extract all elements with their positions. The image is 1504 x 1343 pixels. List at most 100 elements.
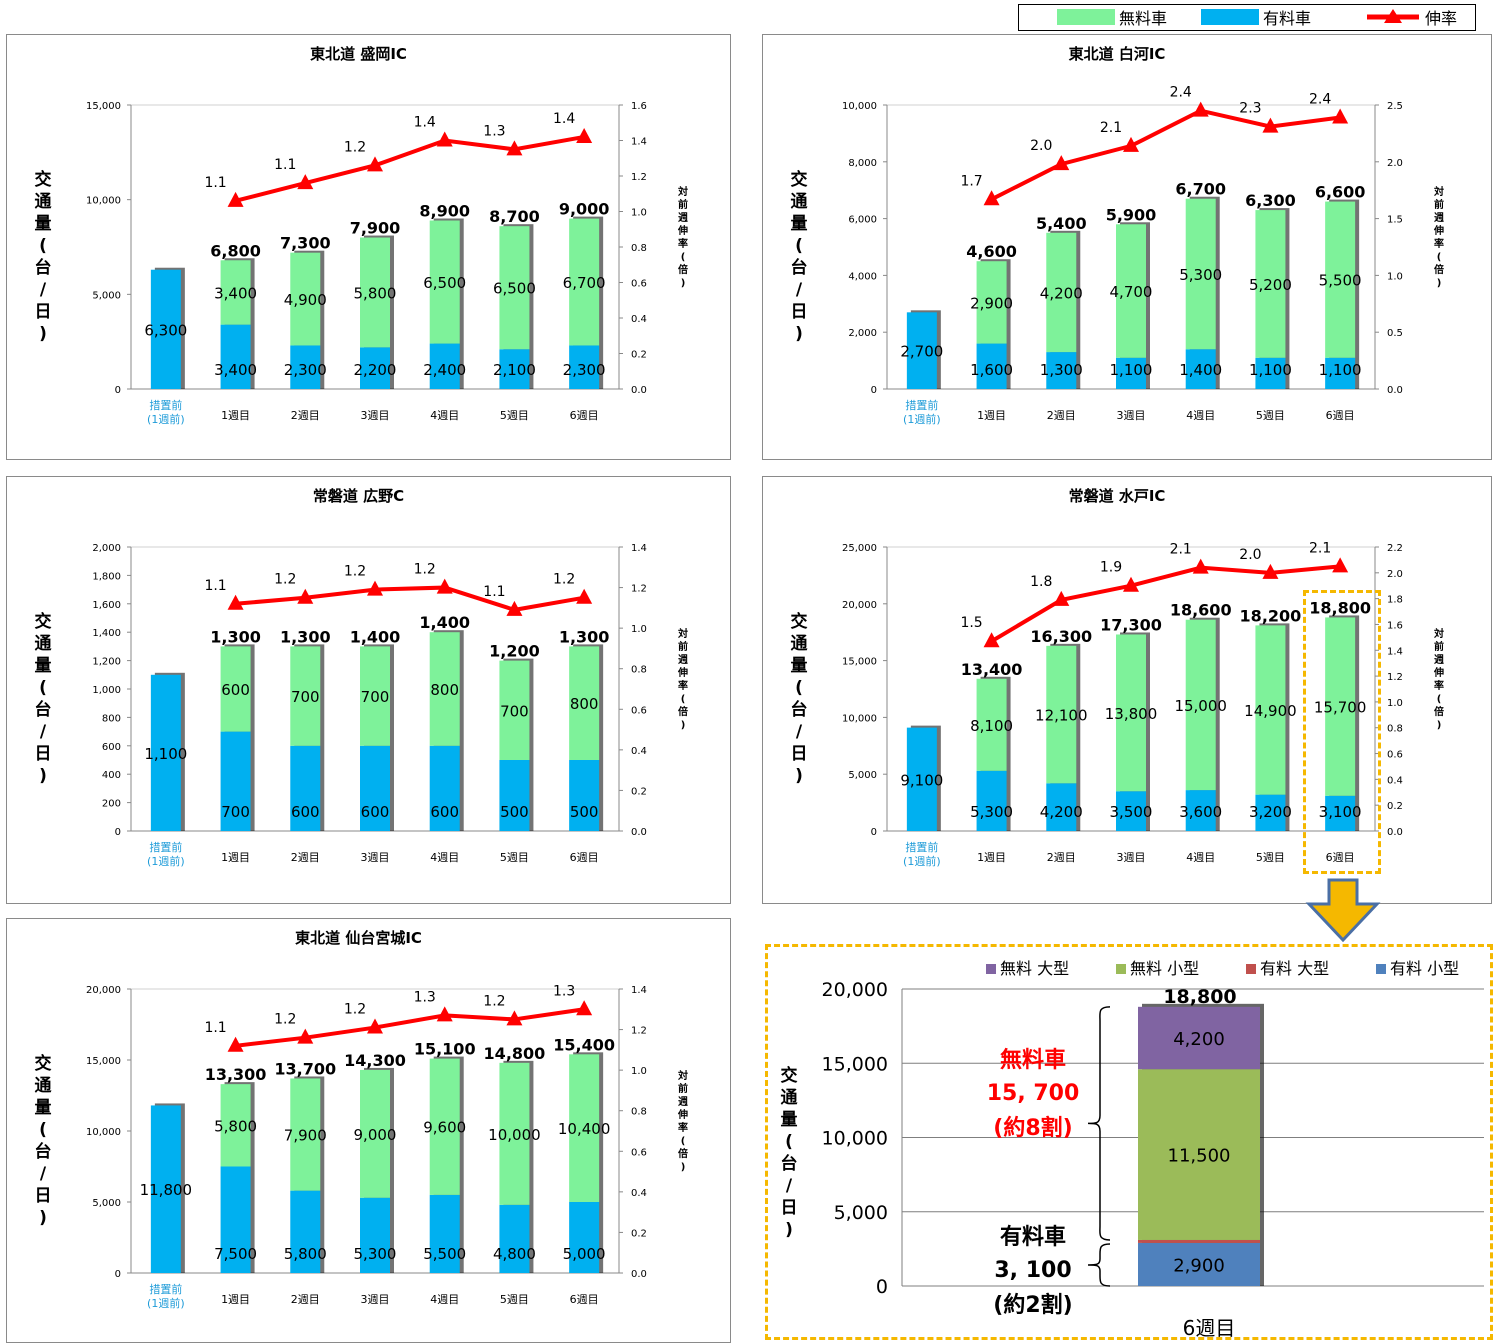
y2-axis-label-char: ( [681,1136,686,1147]
chart-title: 常磐道 広野C [313,487,404,505]
data-label-toll: 2,400 [423,361,466,379]
y-tick-label: 1,400 [92,628,121,639]
y2-tick-label: 1.0 [631,208,647,219]
y2-axis-label: 対前週伸率 (倍) [677,627,688,731]
y-axis-label-char: 日 [35,1186,52,1206]
y-axis-label-char: 台 [35,699,52,720]
x-category-label: 6週目 [570,409,599,422]
y-tick-label: 0 [871,385,877,396]
x-category-label: 2週目 [1047,409,1076,422]
y-tick-label: 25,000 [842,543,877,554]
data-label-toll: 2,100 [493,361,536,379]
y-axis-label-char: / [40,722,47,742]
x-category-label: 措置前 [149,1282,182,1296]
y2-tick-label: 1.4 [1387,646,1403,657]
y-axis-label-char: ( [785,1132,793,1152]
legend-swatch-rate [1365,9,1421,27]
y-tick-label: 15,000 [842,657,877,668]
data-label-rate: 1.2 [344,139,366,155]
x-category-label: 3週目 [361,851,390,864]
y-tick-label: 15,000 [822,1053,888,1075]
y2-axis-label-char: 対 [677,1069,688,1082]
data-label-rate: 1.8 [1030,574,1052,590]
y2-axis-label-char: 率 [678,679,688,692]
y-tick-label: 0 [871,827,877,838]
y2-axis-label-char: 率 [1434,679,1444,692]
y-axis-label-char: ) [39,324,47,344]
bar-toll [977,771,1007,831]
y2-axis-label-char: 倍 [678,705,688,718]
y-axis-label-char: ) [795,766,803,786]
x-category-label: 4週目 [1186,851,1215,864]
chart-panel-hirono: 常磐道 広野C 0 200 400 600 800 1,000 1,200 1,400 1,600… [6,476,731,904]
data-label-free: 800 [430,681,459,699]
x-category-label: 措置前 [149,840,182,854]
y2-axis-label-char: ( [681,694,686,705]
y2-tick-label: 1.4 [631,543,647,554]
y2-axis-label-char: 倍 [1434,705,1444,718]
detail-breakdown-panel: 無料 大型 無料 小型 有料 大型 有料 小型 0 5,000 10,000 15,000 20… [765,944,1493,1340]
y2-tick-label: 0.4 [631,314,647,325]
y2-tick-label: 1.2 [631,584,647,595]
data-label-free: 6,500 [423,274,466,292]
legend-swatch-toll [1201,9,1259,25]
y2-tick-label: 1.2 [631,172,647,183]
y-tick-label: 2,000 [848,328,877,339]
data-label-free: 3,400 [214,284,257,302]
y2-tick-label: 2.5 [1387,101,1403,112]
y-axis-label-char: 台 [791,257,808,278]
data-label-free: 700 [361,688,390,706]
data-label-toll: 1,100 [144,745,187,763]
y2-axis-label-char: 率 [678,1121,688,1134]
data-label-toll: 700 [221,803,250,821]
data-label-rate: 1.1 [204,175,226,191]
y-axis-label-char: / [40,1164,47,1184]
y-axis-label-char: ) [39,1208,47,1228]
x-category-label: 5週目 [500,409,529,422]
y2-axis-label-char: 週 [678,212,688,224]
y2-axis-label: 対前週伸率 (倍) [1433,185,1444,289]
y-tick-label: 800 [102,713,121,724]
y2-axis-label-char: ( [1437,694,1442,705]
data-label-total: 6,700 [1175,180,1226,199]
data-label-rate: 1.2 [414,562,436,578]
detail-svg: 無料 大型 無料 小型 有料 大型 有料 小型05,00010,00015,00020… [768,947,1490,1337]
x-category-label: 6週目 [570,851,599,864]
x-category-label: 1週目 [221,409,250,422]
y-tick-label: 0 [876,1276,888,1298]
chart-legend: 無料車 有料車 伸率 [1018,4,1476,31]
y2-tick-label: 1.6 [1387,620,1403,631]
y-tick-label: 10,000 [842,713,877,724]
y2-axis-label-char: 倍 [678,1147,688,1160]
data-label-toll: 1,100 [1249,361,1292,379]
data-label-total: 17,300 [1100,615,1162,634]
data-label-toll: 1,300 [1040,361,1083,379]
data-label-free: 4,200 [1040,284,1083,302]
legend-swatch [1376,964,1386,974]
y-tick-label: 5,000 [92,1198,121,1209]
x-category-label: 3週目 [1117,851,1146,864]
y-tick-label: 1,600 [92,600,121,611]
data-label-total: 16,300 [1030,627,1092,646]
data-label-rate: 1.9 [1100,560,1122,576]
data-label-toll: 1,100 [1319,361,1362,379]
data-label-total: 6,300 [1245,191,1296,210]
data-label-total: 7,900 [350,219,401,238]
y2-tick-label: 0.4 [1387,775,1403,786]
y-tick-label: 0 [115,385,121,396]
y2-axis-label-char: 率 [1434,237,1444,250]
data-label-total: 4,600 [966,242,1017,261]
data-label-rate: 2.1 [1170,542,1192,558]
y-tick-label: 15,000 [86,101,121,112]
x-category-label: 5週目 [1256,851,1285,864]
chart-panel-morioka: 東北道 盛岡IC 0 5,000 10,000 15,000 0.0 0.2 0.4 0.6 0.… [6,34,731,460]
y2-tick-label: 0.0 [631,827,647,838]
data-label-free: 5,800 [214,1117,257,1135]
y2-tick-label: 0.0 [1387,385,1403,396]
data-label-total: 8,700 [489,207,540,226]
y-tick-label: 4,000 [848,271,877,282]
data-label-total: 5,400 [1036,214,1087,233]
annotation-value: 3, 100 [994,1258,1071,1283]
y2-tick-label: 1.4 [631,985,647,996]
